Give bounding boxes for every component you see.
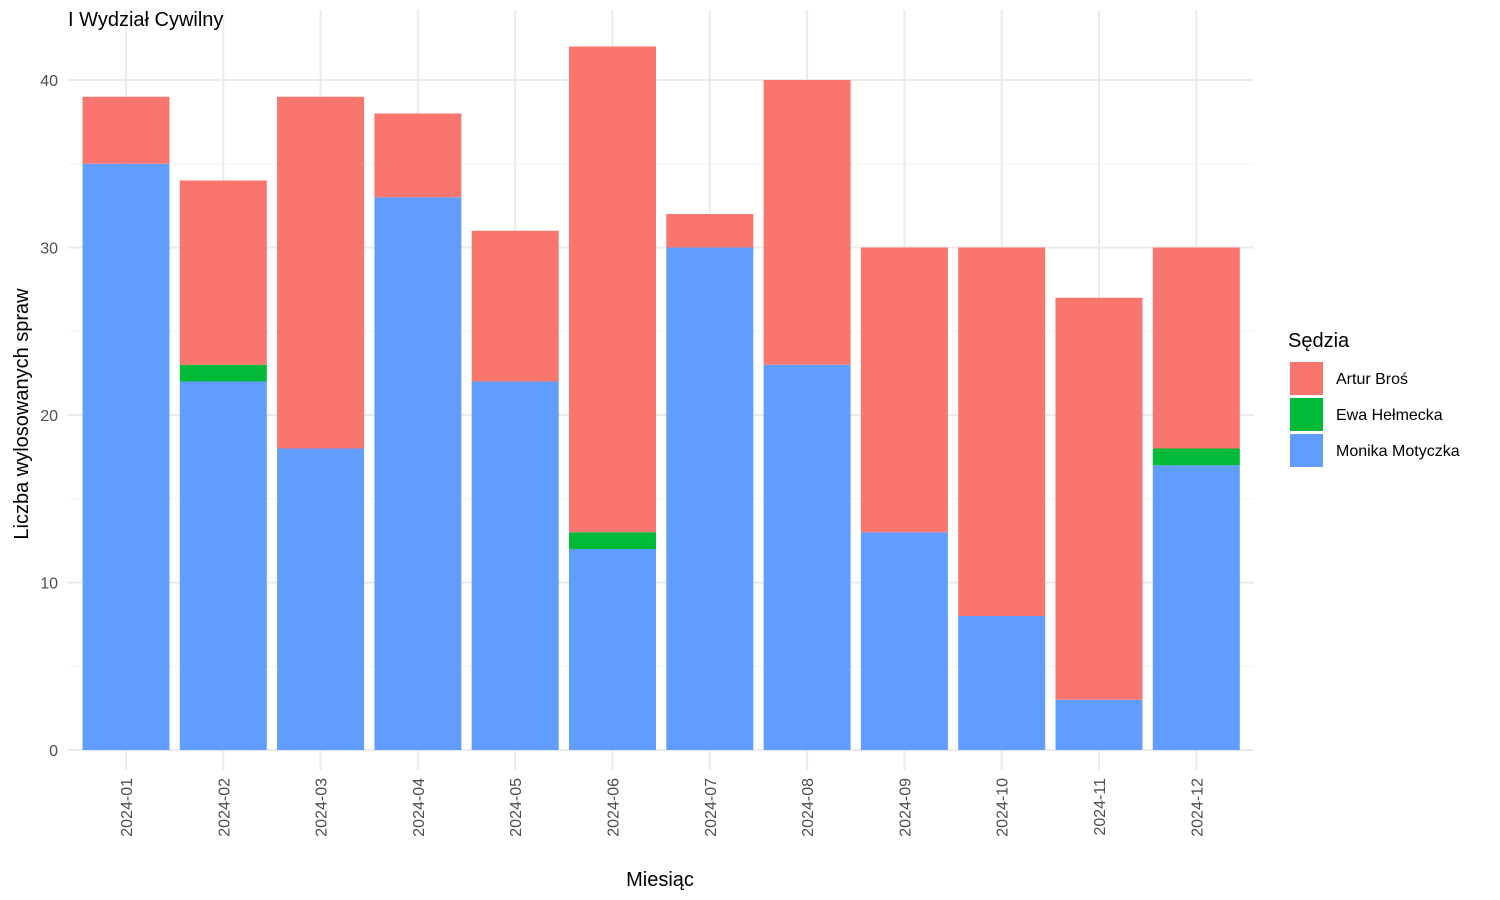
y-tick-label: 30 bbox=[40, 241, 58, 258]
x-tick-label: 2024-12 bbox=[1189, 778, 1206, 837]
x-tick-label: 2024-01 bbox=[119, 778, 136, 837]
legend-title: Sędzia bbox=[1288, 330, 1350, 352]
bar-segment bbox=[179, 180, 267, 365]
y-tick-label: 0 bbox=[49, 743, 58, 760]
bar-segment bbox=[666, 247, 754, 750]
bar-segment bbox=[82, 96, 170, 164]
bar-segment bbox=[763, 80, 851, 365]
x-tick-label: 2024-06 bbox=[606, 778, 623, 837]
bar-segment bbox=[1152, 247, 1240, 449]
bar-segment bbox=[958, 616, 1046, 750]
bar-segment bbox=[860, 532, 948, 750]
legend-swatch bbox=[1290, 362, 1323, 395]
bar-segment bbox=[569, 532, 656, 549]
bar-segment bbox=[1152, 465, 1240, 750]
x-tick-label: 2024-10 bbox=[995, 778, 1012, 837]
bar-segment bbox=[569, 46, 656, 533]
x-tick-label: 2024-09 bbox=[897, 778, 914, 837]
bar-segment bbox=[666, 214, 754, 248]
x-axis-ticks: 2024-01 2024-02 2024-03 2024-04 2024-05 2024-… bbox=[119, 778, 1206, 837]
y-tick-label: 40 bbox=[40, 73, 58, 90]
y-axis-ticks: 0 10 20 30 40 bbox=[40, 73, 58, 760]
bar-segment bbox=[569, 549, 656, 750]
legend-swatch bbox=[1290, 434, 1323, 467]
x-axis-title: Miesiąc bbox=[626, 869, 694, 891]
bar-segment bbox=[763, 364, 851, 750]
y-tick-label: 10 bbox=[40, 576, 58, 593]
x-tick-label: 2024-03 bbox=[314, 778, 331, 837]
x-tick-label: 2024-02 bbox=[216, 778, 233, 837]
x-tick-label: 2024-07 bbox=[703, 778, 720, 837]
legend-swatch bbox=[1290, 398, 1323, 431]
bar-segment bbox=[471, 230, 559, 382]
bar-segment bbox=[860, 247, 948, 533]
legend: Sędzia Artur Broś Ewa Hełmecka Monika Moty… bbox=[1288, 330, 1460, 467]
y-tick-label: 20 bbox=[40, 408, 58, 425]
bar-segment bbox=[277, 96, 365, 449]
bar-segment bbox=[374, 113, 462, 198]
legend-label: Artur Broś bbox=[1336, 371, 1408, 388]
x-tick-label: 2024-08 bbox=[800, 778, 817, 837]
bar-segment bbox=[1055, 297, 1143, 700]
x-tick-label: 2024-04 bbox=[411, 778, 428, 837]
legend-label: Ewa Hełmecka bbox=[1336, 407, 1443, 424]
x-tick-label: 2024-05 bbox=[508, 778, 525, 837]
y-axis-title: Liczba wylosowanych spraw bbox=[11, 288, 33, 540]
bar-segment bbox=[471, 381, 559, 750]
x-tick-label: 2024-11 bbox=[1092, 778, 1109, 836]
bar-segment bbox=[1055, 699, 1143, 750]
bar-segment bbox=[277, 448, 365, 750]
bar-segment bbox=[179, 364, 267, 382]
bar-segment bbox=[82, 163, 170, 750]
bars bbox=[82, 46, 1240, 750]
bar-segment bbox=[374, 197, 462, 750]
legend-label: Monika Motyczka bbox=[1336, 443, 1460, 460]
bar-segment bbox=[958, 247, 1046, 616]
bar-segment bbox=[179, 381, 267, 750]
bar-segment bbox=[1152, 448, 1240, 466]
chart-title: I Wydział Cywilny bbox=[68, 9, 223, 31]
